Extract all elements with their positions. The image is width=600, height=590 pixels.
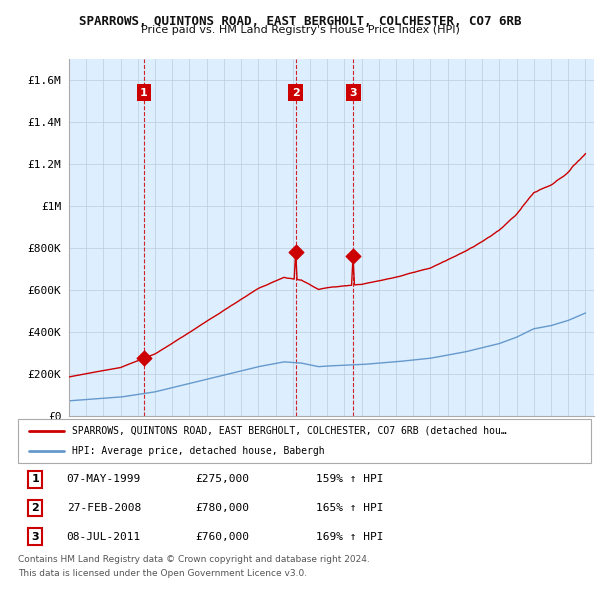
Text: 1: 1 — [31, 474, 39, 484]
Text: 07-MAY-1999: 07-MAY-1999 — [67, 474, 141, 484]
Text: SPARROWS, QUINTONS ROAD, EAST BERGHOLT, COLCHESTER, CO7 6RB: SPARROWS, QUINTONS ROAD, EAST BERGHOLT, … — [79, 15, 521, 28]
Text: Price paid vs. HM Land Registry's House Price Index (HPI): Price paid vs. HM Land Registry's House … — [140, 25, 460, 35]
Text: 3: 3 — [31, 532, 39, 542]
Text: 2: 2 — [292, 87, 299, 97]
Text: 27-FEB-2008: 27-FEB-2008 — [67, 503, 141, 513]
Text: 169% ↑ HPI: 169% ↑ HPI — [316, 532, 383, 542]
Text: 1: 1 — [140, 87, 148, 97]
Text: 2: 2 — [31, 503, 39, 513]
Point — [291, 247, 301, 257]
Text: £780,000: £780,000 — [196, 503, 250, 513]
Text: HPI: Average price, detached house, Babergh: HPI: Average price, detached house, Babe… — [73, 446, 325, 456]
Text: 165% ↑ HPI: 165% ↑ HPI — [316, 503, 383, 513]
Point — [139, 353, 149, 363]
Text: 3: 3 — [350, 87, 357, 97]
Text: 159% ↑ HPI: 159% ↑ HPI — [316, 474, 383, 484]
Text: Contains HM Land Registry data © Crown copyright and database right 2024.: Contains HM Land Registry data © Crown c… — [18, 555, 370, 563]
Text: £275,000: £275,000 — [196, 474, 250, 484]
Text: SPARROWS, QUINTONS ROAD, EAST BERGHOLT, COLCHESTER, CO7 6RB (detached hou…: SPARROWS, QUINTONS ROAD, EAST BERGHOLT, … — [73, 426, 507, 436]
FancyBboxPatch shape — [18, 419, 591, 463]
Text: 08-JUL-2011: 08-JUL-2011 — [67, 532, 141, 542]
Text: This data is licensed under the Open Government Licence v3.0.: This data is licensed under the Open Gov… — [18, 569, 307, 578]
Text: £760,000: £760,000 — [196, 532, 250, 542]
Point — [349, 252, 358, 261]
